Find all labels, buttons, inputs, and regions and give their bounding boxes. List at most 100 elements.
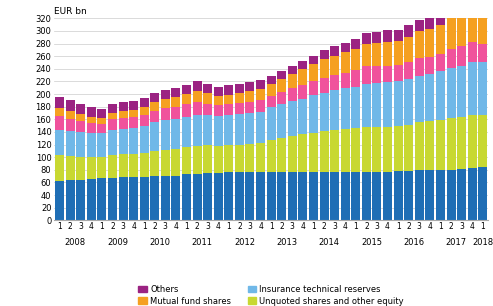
Bar	[415, 76, 424, 122]
Bar	[235, 114, 244, 145]
Bar	[76, 121, 85, 132]
Bar	[256, 100, 265, 112]
Bar	[425, 121, 434, 170]
Bar	[468, 115, 477, 168]
Bar	[246, 144, 254, 172]
Bar	[97, 109, 106, 118]
Bar	[108, 178, 117, 220]
Bar	[330, 75, 339, 90]
Bar	[118, 154, 128, 177]
Bar	[129, 110, 138, 118]
Bar	[277, 172, 286, 220]
Bar	[55, 97, 64, 108]
Bar	[352, 87, 360, 128]
Bar	[436, 71, 445, 120]
Bar	[383, 127, 392, 172]
Bar	[309, 132, 318, 172]
Bar	[288, 74, 297, 88]
Bar	[87, 157, 96, 179]
Bar	[129, 154, 138, 177]
Bar	[129, 177, 138, 220]
Bar	[256, 143, 265, 172]
Bar	[309, 81, 318, 95]
Bar	[246, 172, 254, 220]
Bar	[129, 128, 138, 154]
Bar	[182, 85, 191, 94]
Bar	[288, 66, 297, 74]
Bar	[140, 153, 149, 177]
Bar	[309, 172, 318, 220]
Bar	[235, 145, 244, 172]
Bar	[478, 167, 487, 220]
Bar	[203, 173, 212, 220]
Bar	[172, 107, 180, 119]
Bar	[404, 62, 413, 79]
Bar	[66, 100, 74, 111]
Bar	[150, 110, 159, 122]
Bar	[235, 84, 244, 93]
Bar	[267, 84, 276, 96]
Bar	[330, 56, 339, 75]
Bar	[118, 177, 128, 220]
Bar	[267, 76, 276, 84]
Bar	[415, 20, 424, 31]
Bar	[288, 172, 297, 220]
Bar	[478, 0, 487, 10]
Bar	[319, 93, 328, 131]
Bar	[118, 129, 128, 154]
Bar	[55, 116, 64, 130]
Bar	[172, 176, 180, 220]
Text: EUR bn: EUR bn	[54, 7, 87, 16]
Bar	[140, 98, 149, 107]
Bar	[193, 102, 202, 115]
Bar	[447, 18, 456, 49]
Bar	[383, 30, 392, 42]
Bar	[373, 66, 382, 83]
Bar	[108, 119, 117, 130]
Bar	[224, 115, 233, 145]
Legend: Others, Mutual fund shares, Quoted shares, Insurance technical reserves, Unquote: Others, Mutual fund shares, Quoted share…	[139, 285, 404, 306]
Bar	[383, 172, 392, 220]
Bar	[425, 170, 434, 220]
Bar	[352, 49, 360, 70]
Bar	[267, 172, 276, 220]
Bar	[140, 126, 149, 153]
Bar	[383, 42, 392, 66]
Text: 2008: 2008	[65, 238, 86, 247]
Bar	[76, 103, 85, 114]
Bar	[182, 104, 191, 117]
Bar	[140, 177, 149, 220]
Bar	[97, 118, 106, 124]
Bar	[404, 25, 413, 37]
Bar	[309, 95, 318, 132]
Text: 2009: 2009	[107, 238, 128, 247]
Bar	[76, 157, 85, 180]
Bar	[224, 95, 233, 104]
Bar	[172, 149, 180, 176]
Bar	[256, 172, 265, 220]
Bar	[330, 130, 339, 172]
Bar	[224, 172, 233, 220]
Bar	[150, 176, 159, 220]
Bar	[214, 146, 223, 173]
Bar	[118, 118, 128, 129]
Bar	[256, 89, 265, 100]
Bar	[447, 49, 456, 68]
Bar	[97, 133, 106, 157]
Bar	[150, 122, 159, 151]
Bar	[277, 138, 286, 172]
Bar	[341, 88, 350, 129]
Text: 2013: 2013	[277, 238, 298, 247]
Bar	[267, 96, 276, 107]
Bar	[140, 107, 149, 115]
Bar	[352, 128, 360, 172]
Bar	[457, 13, 466, 46]
Bar	[468, 62, 477, 115]
Bar	[319, 59, 328, 78]
Bar	[246, 102, 254, 113]
Bar	[319, 50, 328, 59]
Bar	[319, 78, 328, 93]
Bar	[362, 127, 371, 172]
Bar	[224, 104, 233, 115]
Bar	[140, 115, 149, 126]
